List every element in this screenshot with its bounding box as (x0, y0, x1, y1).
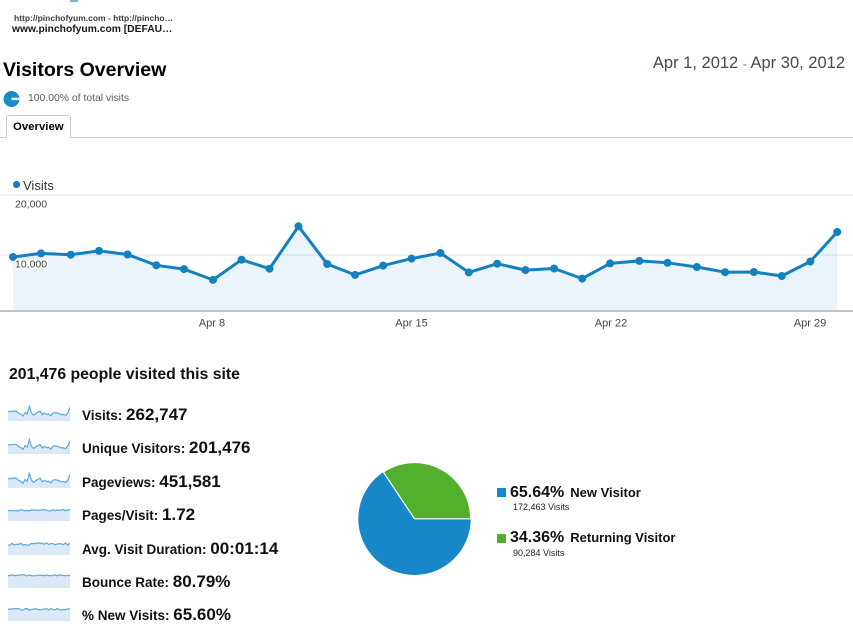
svg-text:Apr 22: Apr 22 (595, 318, 627, 330)
svg-text:Apr 15: Apr 15 (395, 318, 427, 330)
svg-text:Apr 8: Apr 8 (199, 318, 225, 330)
svg-text:10,000: 10,000 (15, 259, 47, 271)
svg-text:20,000: 20,000 (15, 199, 47, 211)
svg-text:Apr 29: Apr 29 (794, 318, 826, 330)
